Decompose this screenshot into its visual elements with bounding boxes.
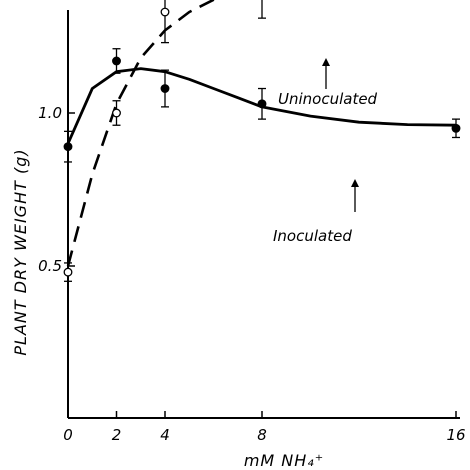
uninoculated-point	[160, 7, 170, 17]
inoculated-point	[112, 56, 121, 66]
inoculated-point	[257, 99, 267, 109]
x-tick-label: 2	[112, 426, 122, 444]
axes	[67, 10, 460, 419]
uninoculated-curve	[66, 0, 218, 267]
x-axis-label: mM NH₄⁺	[244, 451, 324, 470]
inoculated-point	[63, 142, 73, 152]
inoculated-point	[451, 123, 461, 133]
curves	[66, 0, 457, 267]
annotations: Uninoculated Inoculated	[273, 58, 378, 245]
y-tick-label: 0.5	[38, 257, 62, 275]
inoculated-annotation-arrowhead	[351, 179, 359, 187]
inoculated-point	[160, 84, 170, 93]
uninoculated-annotation-arrowhead	[322, 58, 330, 66]
x-tick-label: 16	[446, 426, 465, 444]
y-tick-label: 1.0	[38, 104, 62, 122]
uninoculated-point	[63, 267, 73, 277]
x-tick-label: 4	[160, 426, 170, 444]
uninoculated-point	[112, 108, 121, 118]
x-tick-label: 0	[63, 426, 73, 444]
x-tick-label: 8	[257, 426, 267, 444]
y-axis-label: PLANT DRY WEIGHT (g)	[11, 148, 30, 355]
points	[63, 0, 461, 282]
uninoculated-annotation: Uninoculated	[278, 90, 378, 108]
inoculated-annotation: Inoculated	[273, 227, 352, 245]
